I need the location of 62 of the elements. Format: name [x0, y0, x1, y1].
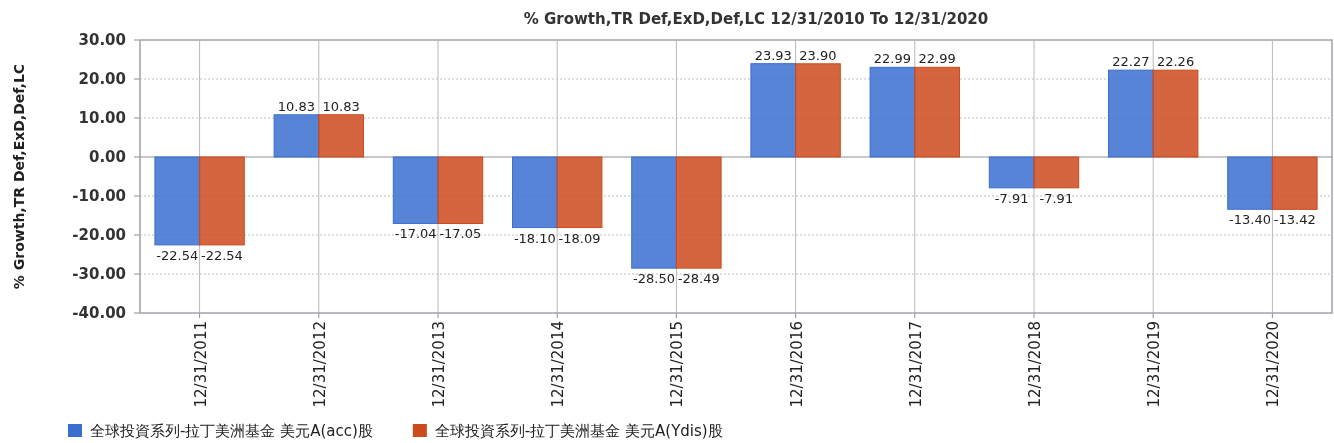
x-tick-label: 12/31/2020 — [1264, 321, 1283, 408]
bar — [988, 156, 1035, 189]
y-tick-label: -30.00 — [72, 265, 126, 283]
x-tick-label: 12/31/2012 — [310, 321, 329, 408]
legend-label: 全球投資系列-拉丁美洲基金 美元A(Ydis)股 — [434, 422, 723, 440]
bar — [199, 156, 245, 246]
y-tick-label: -40.00 — [72, 304, 126, 322]
bar — [795, 63, 841, 158]
x-tick-label: 12/31/2011 — [191, 321, 210, 408]
bar — [318, 114, 364, 158]
data-label: 10.83 — [277, 98, 316, 114]
bar — [1152, 69, 1199, 158]
data-label: -17.05 — [439, 226, 482, 242]
bar — [750, 63, 797, 158]
x-tick-label: 12/31/2018 — [1026, 321, 1044, 408]
x-tick-label: 12/31/2014 — [549, 321, 568, 408]
bar — [154, 156, 201, 246]
bar — [392, 156, 439, 224]
data-label: 22.27 — [1112, 54, 1150, 70]
bar — [914, 66, 960, 158]
data-label: -18.09 — [558, 230, 601, 246]
y-tick-label: 10.00 — [78, 109, 126, 127]
data-label: -7.91 — [994, 190, 1029, 206]
data-label: -17.04 — [394, 226, 437, 242]
bar — [675, 156, 722, 269]
data-label: -28.50 — [633, 271, 676, 287]
data-label: 22.99 — [873, 51, 912, 67]
x-tick-label: 12/31/2017 — [906, 321, 925, 408]
bar — [512, 156, 558, 229]
bar — [869, 66, 916, 158]
bar — [631, 156, 677, 269]
chart-title: % Growth,TR Def,ExD,Def,LC 12/31/2010 To 12/31/2020 — [523, 10, 989, 28]
data-label: 10.83 — [322, 98, 360, 114]
data-label: -22.54 — [200, 247, 243, 263]
bar — [1227, 156, 1273, 210]
y-tick-label: 0.00 — [88, 148, 126, 166]
data-label: -7.91 — [1039, 190, 1074, 206]
bar — [1033, 156, 1080, 189]
bar — [437, 156, 484, 224]
data-label: 22.99 — [918, 51, 956, 67]
bar — [1108, 69, 1154, 158]
data-label: 22.26 — [1156, 54, 1195, 70]
bar — [556, 156, 603, 229]
y-tick-label: -10.00 — [72, 187, 126, 205]
x-tick-label: 12/31/2016 — [787, 321, 806, 408]
data-label: -18.10 — [513, 230, 556, 246]
y-tick-label: 30.00 — [78, 31, 126, 49]
data-label: -13.40 — [1229, 212, 1272, 228]
data-label: -28.49 — [677, 271, 720, 287]
bar — [1271, 156, 1318, 210]
data-label: -22.54 — [156, 247, 199, 263]
legend-label: 全球投資系列-拉丁美洲基金 美元A(acc)股 — [90, 422, 373, 440]
data-label: 23.90 — [799, 47, 837, 63]
data-label: -13.42 — [1273, 212, 1316, 228]
y-tick-label: 20.00 — [78, 70, 126, 88]
bar — [273, 114, 320, 158]
y-tick-label: -20.00 — [72, 226, 126, 244]
x-tick-label: 12/31/2019 — [1145, 321, 1164, 408]
data-label: 23.93 — [754, 47, 792, 63]
x-tick-label: 12/31/2015 — [668, 321, 687, 408]
y-axis-title: % Growth,TR Def,ExD,Def,LC — [11, 63, 27, 290]
x-tick-label: 12/31/2013 — [430, 321, 448, 408]
